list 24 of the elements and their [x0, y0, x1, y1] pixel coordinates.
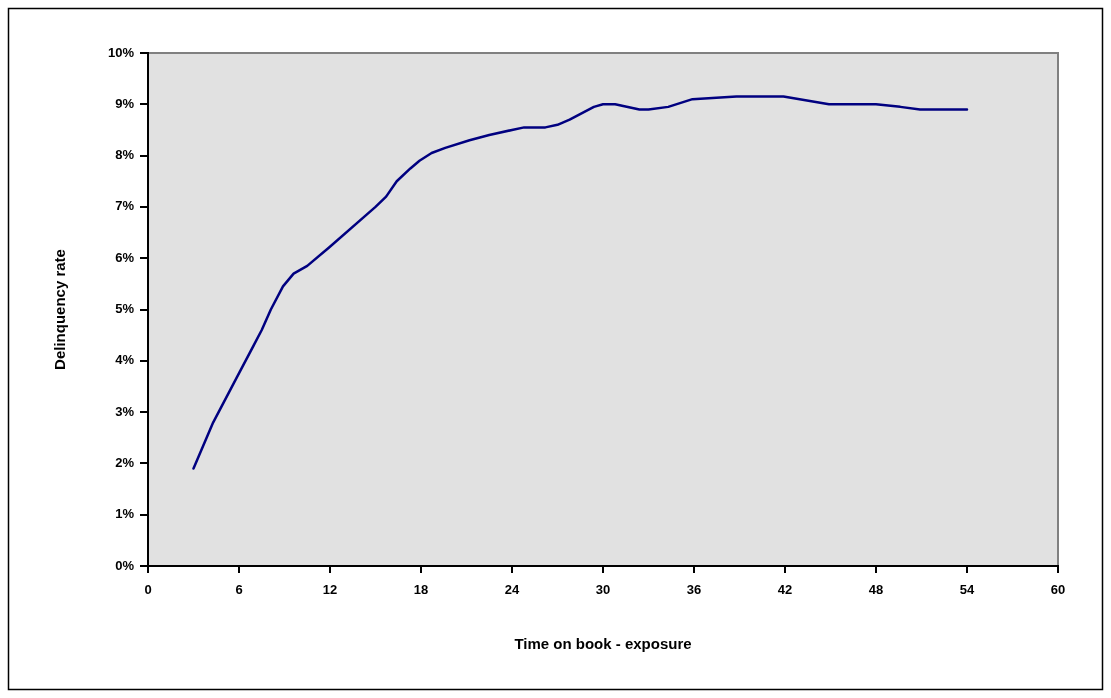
y-tick-label: 8% — [115, 147, 135, 163]
y-tick-label: 0% — [115, 557, 135, 573]
y-tick-label: 2% — [115, 454, 135, 470]
x-tick-label: 0 — [144, 582, 152, 598]
y-tick-label: 7% — [115, 198, 135, 214]
x-tick-label: 36 — [686, 582, 702, 598]
y-tick-label: 1% — [115, 506, 135, 522]
x-tick-label: 6 — [235, 582, 243, 598]
y-axis-title: Delinquency rate — [51, 249, 69, 370]
y-tick-label: 10% — [107, 44, 135, 60]
x-tick-label: 12 — [322, 582, 338, 598]
x-tick-label: 54 — [959, 582, 975, 598]
x-axis-title: Time on book - exposure — [514, 635, 692, 653]
y-tick-label: 5% — [115, 301, 135, 317]
y-tick-label: 9% — [115, 95, 135, 111]
x-tick-label: 18 — [413, 582, 429, 598]
x-tick-label: 48 — [868, 582, 884, 598]
y-tick-label: 4% — [115, 352, 135, 368]
y-tick-label: 6% — [115, 249, 135, 265]
x-tick-label: 60 — [1050, 582, 1066, 598]
y-tick-label: 3% — [115, 403, 135, 419]
x-tick-label: 30 — [595, 582, 611, 598]
x-tick-label: 24 — [504, 582, 520, 598]
x-tick-label: 42 — [777, 582, 793, 598]
